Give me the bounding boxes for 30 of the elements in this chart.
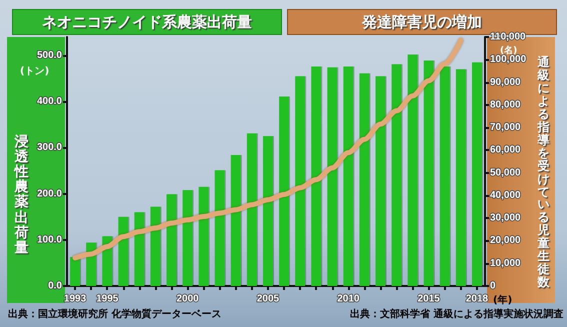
x-tick-label: 2005 <box>256 294 280 304</box>
y-tick-label: 0.0 <box>48 280 62 292</box>
y2-tick-label: 60,000 <box>490 144 522 156</box>
y2-tick-label: 50,000 <box>490 167 522 178</box>
y-tick-label: 300.0 <box>36 142 62 154</box>
x-tick-label: 1995 <box>96 294 119 304</box>
y2-tick-label: 80,000 <box>490 99 522 110</box>
y2-tick-label: 0 <box>490 280 496 292</box>
y2-tick-label: 40,000 <box>490 190 522 201</box>
source-note: 出典：文部科学省 通級による指導実施状況調査 <box>350 307 564 321</box>
y-tick-label: 400.0 <box>36 96 62 108</box>
source-note: 出典：国立環境研究所 化学物質データーベース <box>8 307 222 321</box>
text: (トン) <box>20 65 50 78</box>
y2-tick-label: 70,000 <box>490 122 522 134</box>
y2-tick-label: 100,000 <box>490 54 527 66</box>
text: (名) <box>500 44 518 56</box>
y-tick-label: 500.0 <box>36 50 62 61</box>
x-tick-label: 2000 <box>176 294 200 304</box>
x-tick-label: 2010 <box>337 294 360 304</box>
y2-tick-label: 30,000 <box>490 212 522 224</box>
y2-tick-label: 90,000 <box>490 76 522 88</box>
chart-title: ネオニコチノイド系農薬出荷量 <box>12 9 282 35</box>
x-tick-label: 2015 <box>418 294 440 304</box>
y2-tick-label: 20,000 <box>490 235 522 246</box>
chart-subtitle: 発達障害児の増加 <box>362 12 482 30</box>
y-tick-label: 200.0 <box>36 188 62 200</box>
y2-tick-label: 10,000 <box>490 258 522 269</box>
text: 通級による指導を受けている児童生徒数 <box>538 55 550 290</box>
y-axis-title: 浸透性農薬出荷量 <box>14 134 30 256</box>
y-tick-label: 100.0 <box>36 234 62 246</box>
